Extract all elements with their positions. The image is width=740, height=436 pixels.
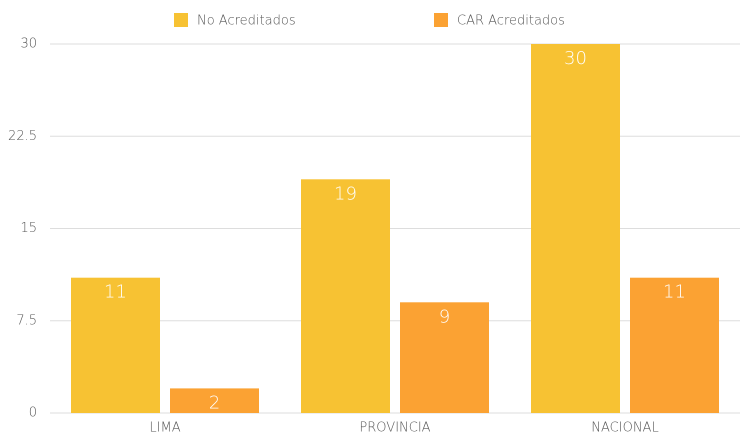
value-label: 9 bbox=[439, 306, 450, 327]
value-label: 11 bbox=[104, 282, 127, 303]
legend-swatch bbox=[174, 13, 188, 27]
value-label: 11 bbox=[663, 282, 686, 303]
value-label: 2 bbox=[209, 392, 220, 413]
y-tick-label: 15 bbox=[20, 221, 37, 236]
y-tick-label: 0 bbox=[29, 406, 37, 421]
x-tick-label: PROVINCIA bbox=[359, 421, 430, 436]
legend-label: CAR Acreditados bbox=[457, 14, 565, 29]
y-tick-label: 30 bbox=[20, 37, 37, 52]
bar bbox=[71, 277, 160, 413]
x-tick-label: LIMA bbox=[149, 421, 180, 436]
bar bbox=[301, 179, 390, 413]
x-tick-label: NACIONAL bbox=[591, 421, 658, 436]
bar bbox=[170, 388, 259, 413]
y-tick-label: 7.5 bbox=[16, 313, 37, 328]
legend-swatch bbox=[434, 13, 448, 27]
bar bbox=[400, 302, 489, 413]
bar bbox=[630, 277, 719, 413]
legend-label: No Acreditados bbox=[197, 14, 296, 29]
bar bbox=[531, 44, 620, 413]
y-tick-label: 22.5 bbox=[8, 129, 37, 144]
value-label: 30 bbox=[564, 48, 587, 69]
value-label: 19 bbox=[334, 183, 357, 204]
